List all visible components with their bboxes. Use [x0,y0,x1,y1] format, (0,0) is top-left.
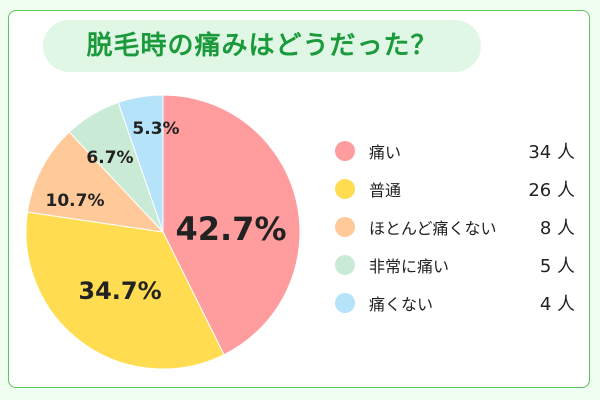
pie-label-hotondo: 10.7% [45,191,105,211]
pie-slice [25,211,225,370]
legend-label: 痛くない [369,295,434,314]
legend-count: 5 人 [539,256,575,277]
legend-label: ほとんど痛くない [369,219,497,238]
legend-count: 26 人 [528,180,575,201]
legend-item: ほとんど痛くない 8 人 [335,208,575,246]
legend-label: 普通 [369,181,402,200]
legend-label: 非常に痛い [369,257,450,276]
legend-swatch [335,255,355,275]
legend-count: 8 人 [539,218,575,239]
legend-item: 普通 26 人 [335,170,575,208]
legend-count: 34 人 [528,142,575,163]
pie-slice [26,131,165,233]
pie-label-itakunai: 5.3% [132,119,180,139]
legend-item: 痛い 34 人 [335,132,575,170]
legend-label: 痛い [369,143,402,162]
legend-item: 痛くない 4 人 [335,284,575,322]
pie-slice [117,94,164,233]
legend-count: 4 人 [539,294,575,315]
legend-swatch [335,179,355,199]
legend-swatch [335,217,355,237]
pie-label-futsuu: 34.7% [78,277,162,305]
legend-swatch [335,293,355,313]
legend-swatch [335,141,355,161]
pie-slice [162,94,301,356]
legend: 痛い 34 人 普通 26 人 ほとんど痛くない 8 人 非常に痛い 5 人 痛くない 4… [335,132,575,322]
chart-title: 脱毛時の痛みはどうだった？ [43,20,481,72]
pie-label-itai: 42.7% [175,210,287,248]
legend-item: 非常に痛い 5 人 [335,246,575,284]
pie-label-hijouni: 6.7% [86,148,134,168]
